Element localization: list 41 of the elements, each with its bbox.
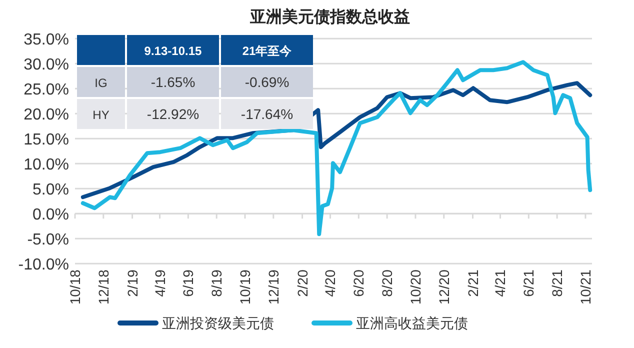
x-tick-label: 10/21 [577,269,594,305]
annotation: 9.13-10.15 [144,44,202,58]
annotation: -1.65% [150,74,196,90]
annotation: 21年至今 [242,44,293,58]
x-tick-label: 4/20 [322,269,338,297]
y-tick-label: 0.0% [32,206,69,224]
x-tick-label: 10/18 [67,269,83,305]
x-tick-label: 12/20 [436,269,452,305]
y-tick-label: -10.0% [18,256,69,274]
x-tick-label: 10/20 [407,269,424,305]
x-tick-label: 12/18 [95,269,112,305]
line-series [80,60,592,236]
x-tick-label: 12/19 [265,269,282,305]
y-tick-label: 10.0% [24,156,69,174]
x-tick-label: 4/19 [152,269,168,297]
y-tick-label: 35.0% [24,32,69,49]
x-tick-label: 6/19 [180,269,196,297]
y-tick-label: 5.0% [32,182,69,199]
annotation: -12.92% [146,106,200,122]
y-tick-label: 25.0% [24,82,69,99]
annotation: -17.64% [240,106,294,122]
x-tick-label: 8/20 [379,269,396,297]
x-tick-label: 2/19 [124,269,140,297]
y-tick-label: 30.0% [24,56,69,74]
x-tick-label: 6/20 [350,269,367,297]
chart-title: 亚洲美元债指数总收益 [249,7,410,26]
annotation: HY [92,108,110,122]
x-tick-label: 10/19 [237,269,254,305]
legend-label: 亚洲高收益美元债 [356,315,468,331]
annotation: -0.69% [244,74,290,90]
x-tick-label: 8/21 [549,269,566,297]
x-tick-label: 6/21 [520,269,537,297]
legend-label: 亚洲投资级美元债 [162,315,274,331]
x-tick-label: 4/21 [492,269,508,297]
x-tick-label: 2/21 [464,269,481,297]
annotation: IG [94,76,108,90]
x-tick-label: 2/20 [294,269,310,297]
y-tick-label: -5.0% [27,232,69,249]
y-tick-label: 15.0% [24,132,69,149]
y-tick-label: 20.0% [24,106,69,124]
x-tick-label: 8/19 [208,269,225,297]
